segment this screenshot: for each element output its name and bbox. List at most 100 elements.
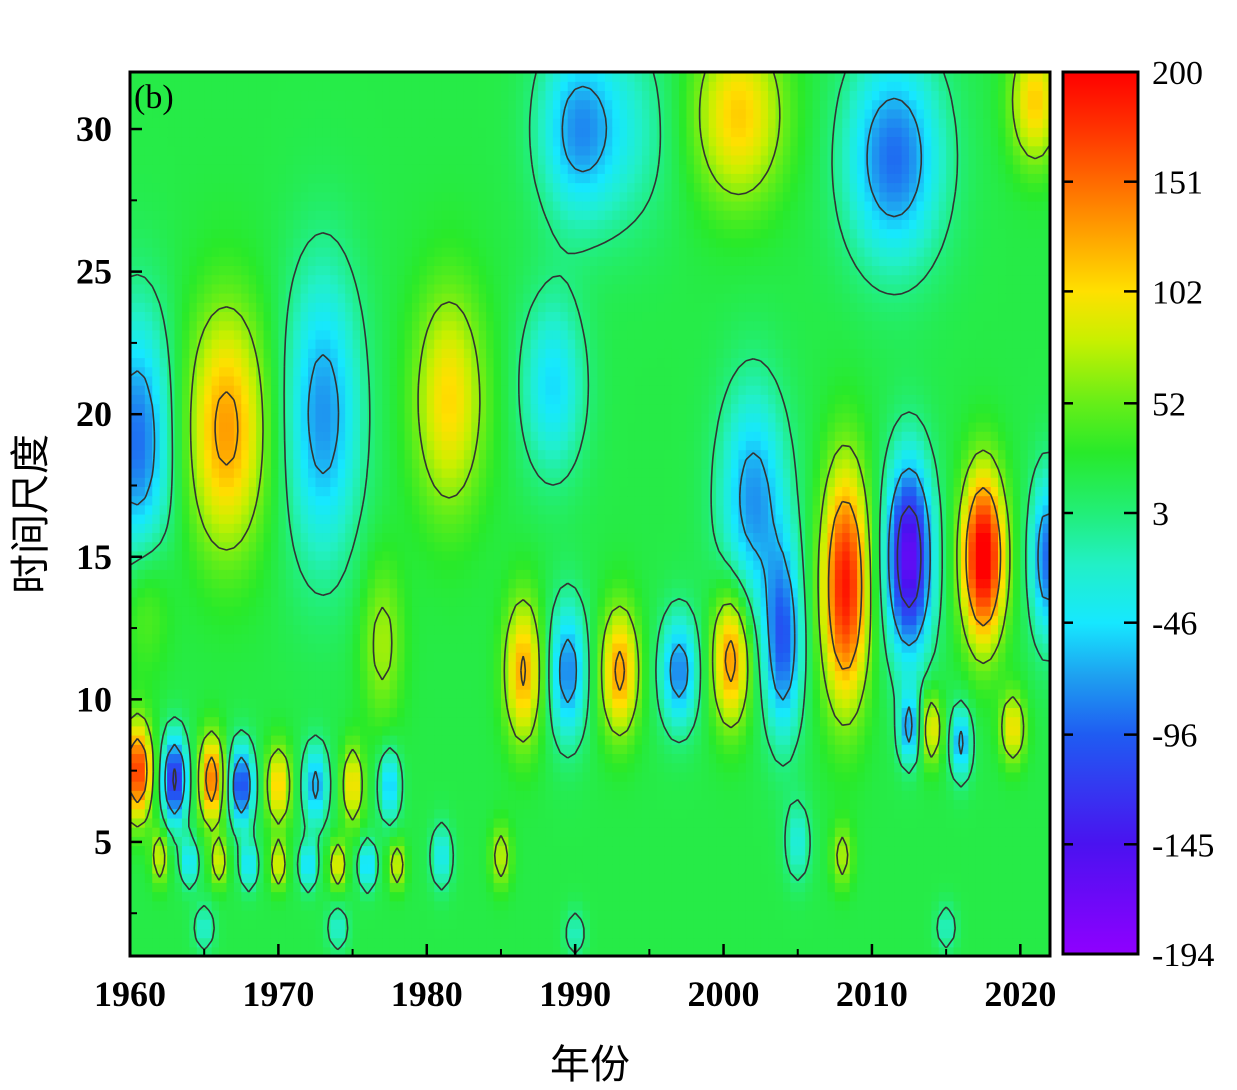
heat-cell bbox=[144, 836, 153, 847]
heat-cell bbox=[167, 863, 176, 874]
heat-cell bbox=[849, 624, 858, 635]
heat-cell bbox=[641, 688, 650, 699]
heat-cell bbox=[241, 937, 250, 948]
heat-cell bbox=[886, 873, 895, 883]
heat-cell bbox=[486, 698, 495, 708]
heat-cell bbox=[716, 698, 725, 708]
heat-cell bbox=[649, 725, 658, 736]
heat-cell bbox=[730, 863, 739, 874]
heat-cell bbox=[582, 928, 591, 939]
heat-cell bbox=[768, 808, 777, 819]
heat-cell bbox=[538, 716, 547, 727]
heat-cell bbox=[782, 735, 791, 745]
heat-cell bbox=[389, 845, 398, 856]
heat-cell bbox=[820, 845, 829, 856]
heat-cell bbox=[597, 762, 606, 773]
heat-cell bbox=[404, 863, 413, 874]
heat-cell bbox=[968, 827, 977, 837]
heat-cell bbox=[1005, 928, 1014, 939]
heat-cell bbox=[664, 937, 673, 948]
heat-cell bbox=[1027, 688, 1036, 699]
heat-cell bbox=[849, 688, 858, 699]
heat-cell bbox=[130, 578, 139, 589]
heat-cell bbox=[248, 679, 257, 690]
heat-cell bbox=[790, 882, 799, 893]
heat-cell bbox=[656, 891, 665, 902]
heat-cell bbox=[419, 642, 428, 653]
heat-cell bbox=[545, 900, 554, 911]
heat-cell bbox=[530, 596, 539, 607]
heat-cell bbox=[782, 624, 791, 635]
heat-cell bbox=[567, 827, 576, 837]
heat-cell bbox=[612, 762, 621, 773]
heat-cell bbox=[901, 707, 910, 718]
heat-cell bbox=[382, 744, 391, 755]
heat-cell bbox=[753, 854, 762, 865]
heat-cell bbox=[716, 854, 725, 865]
heat-cell bbox=[441, 615, 450, 626]
heat-cell bbox=[745, 633, 754, 644]
heat-cell bbox=[389, 698, 398, 708]
heat-cell bbox=[879, 670, 888, 681]
heat-cell bbox=[219, 891, 228, 902]
heat-cell bbox=[500, 836, 509, 847]
heat-cell bbox=[1035, 909, 1044, 920]
heat-cell bbox=[923, 854, 932, 865]
heat-cell bbox=[263, 836, 272, 847]
heat-cell bbox=[233, 882, 242, 893]
heat-cell bbox=[419, 596, 428, 607]
heat-cell bbox=[805, 725, 814, 736]
heat-cell bbox=[760, 827, 769, 837]
heat-cell bbox=[211, 799, 220, 810]
heat-cell bbox=[938, 817, 947, 828]
heat-cell bbox=[434, 946, 443, 956]
heat-cell bbox=[864, 808, 873, 819]
heat-cell bbox=[612, 909, 621, 920]
heat-cell bbox=[196, 596, 205, 607]
heat-cell bbox=[775, 919, 784, 929]
heat-cell bbox=[946, 781, 955, 791]
heat-cell bbox=[545, 744, 554, 755]
heat-cell bbox=[441, 744, 450, 755]
heat-cell bbox=[441, 735, 450, 745]
heat-cell bbox=[775, 771, 784, 782]
heat-cell bbox=[797, 909, 806, 920]
heat-cell bbox=[1005, 882, 1014, 893]
heat-cell bbox=[871, 873, 880, 883]
heat-cell bbox=[441, 606, 450, 616]
heat-cell bbox=[730, 725, 739, 736]
heat-cell bbox=[1042, 873, 1050, 883]
heat-cell bbox=[805, 698, 814, 708]
heat-cell bbox=[263, 799, 272, 810]
heat-cell bbox=[931, 698, 940, 708]
heat-cell bbox=[775, 845, 784, 856]
heat-cell bbox=[204, 744, 213, 755]
heat-cell bbox=[515, 928, 524, 939]
heat-cell bbox=[901, 845, 910, 856]
heat-cell bbox=[1005, 909, 1014, 920]
heat-cell bbox=[322, 642, 331, 653]
heat-cell bbox=[337, 624, 346, 635]
heat-cell bbox=[575, 817, 584, 828]
heat-cell bbox=[263, 624, 272, 635]
heat-cell bbox=[300, 698, 309, 708]
heat-cell bbox=[901, 836, 910, 847]
heat-cell bbox=[827, 827, 836, 837]
heat-cell bbox=[834, 854, 843, 865]
heat-cell bbox=[552, 919, 561, 929]
heat-cell bbox=[219, 900, 228, 911]
heat-cell bbox=[530, 633, 539, 644]
heat-cell bbox=[693, 909, 702, 920]
heat-cell bbox=[909, 817, 918, 828]
heat-cell bbox=[983, 642, 992, 653]
heat-cell bbox=[167, 698, 176, 708]
heat-cell bbox=[560, 670, 569, 681]
heat-cell bbox=[745, 781, 754, 791]
heat-cell bbox=[864, 624, 873, 635]
heat-cell bbox=[738, 845, 747, 856]
heat-cell bbox=[411, 909, 420, 920]
heat-cell bbox=[612, 781, 621, 791]
heat-cell bbox=[322, 799, 331, 810]
heat-cell bbox=[894, 679, 903, 690]
heat-cell bbox=[382, 827, 391, 837]
